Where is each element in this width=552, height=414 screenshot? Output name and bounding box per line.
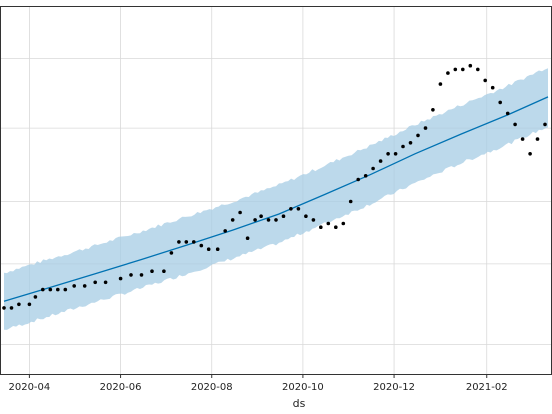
data-point — [468, 63, 473, 68]
data-point — [215, 247, 220, 251]
data-point — [348, 199, 353, 204]
data-point — [528, 152, 532, 156]
data-point — [139, 273, 144, 277]
data-point — [476, 67, 480, 72]
x-axis-label: ds — [293, 397, 306, 410]
data-point — [438, 82, 443, 86]
data-point — [184, 240, 189, 244]
data-point — [304, 214, 308, 218]
data-point — [103, 280, 108, 285]
data-point — [498, 100, 503, 105]
data-point — [253, 218, 257, 222]
data-point — [319, 225, 323, 229]
data-point — [230, 218, 235, 222]
x-tick-label: 2020-12 — [373, 382, 415, 393]
data-point — [206, 247, 211, 251]
data-point — [296, 207, 301, 211]
data-point — [129, 273, 133, 277]
data-point — [378, 159, 383, 163]
data-point — [281, 214, 286, 218]
data-point — [48, 287, 53, 292]
x-tick-label: 2021-02 — [466, 382, 508, 393]
data-point — [513, 122, 517, 127]
x-tick-label: 2020-06 — [100, 382, 142, 393]
data-point — [150, 269, 154, 274]
data-point — [56, 287, 60, 292]
x-axis-ticks: 2020-04 2020-06 2020-08 2020-10 2020-12 2021-… — [8, 374, 508, 393]
data-point — [289, 207, 293, 211]
data-point — [416, 133, 420, 138]
data-point — [266, 218, 271, 222]
data-point — [177, 240, 181, 244]
data-point — [238, 210, 242, 215]
data-point — [505, 111, 510, 116]
data-point — [535, 137, 540, 141]
data-point — [446, 71, 450, 75]
data-point — [82, 284, 87, 288]
data-point — [483, 78, 488, 83]
data-point — [2, 306, 6, 310]
data-point — [274, 218, 278, 222]
data-point — [162, 269, 166, 274]
data-point — [356, 177, 361, 182]
data-point — [520, 137, 525, 141]
data-point — [490, 85, 495, 90]
data-point — [199, 243, 204, 248]
data-point — [326, 221, 331, 226]
data-point — [93, 280, 97, 285]
data-point — [169, 251, 174, 255]
x-tick-label: 2020-04 — [8, 382, 50, 393]
data-point — [386, 152, 390, 156]
data-point — [41, 287, 45, 292]
data-point — [341, 221, 346, 226]
data-point — [371, 166, 375, 171]
data-point — [311, 218, 316, 222]
data-point — [423, 126, 428, 130]
uncertainty-band — [4, 68, 548, 330]
data-point — [363, 174, 368, 178]
data-point — [431, 108, 435, 112]
data-point — [401, 144, 405, 149]
x-tick-label: 2020-08 — [191, 382, 233, 393]
data-point — [72, 284, 76, 288]
data-point — [461, 67, 465, 72]
data-point — [118, 276, 123, 281]
data-point — [27, 302, 32, 307]
data-point — [192, 240, 196, 244]
data-point — [453, 67, 458, 72]
data-point — [543, 122, 547, 127]
data-point — [33, 295, 38, 299]
data-point — [259, 214, 263, 218]
observed-points-layer — [2, 63, 547, 310]
x-tick-label: 2020-10 — [282, 382, 324, 393]
data-point — [9, 306, 14, 310]
uncertainty-band-layer — [4, 68, 548, 330]
data-point — [334, 225, 338, 229]
data-point — [63, 287, 68, 292]
trend-line-layer — [3, 96, 549, 302]
data-point — [245, 236, 250, 240]
trend-line — [3, 96, 549, 302]
data-point — [408, 141, 413, 145]
data-point — [393, 152, 398, 156]
data-point — [223, 229, 227, 233]
data-point — [17, 302, 21, 307]
